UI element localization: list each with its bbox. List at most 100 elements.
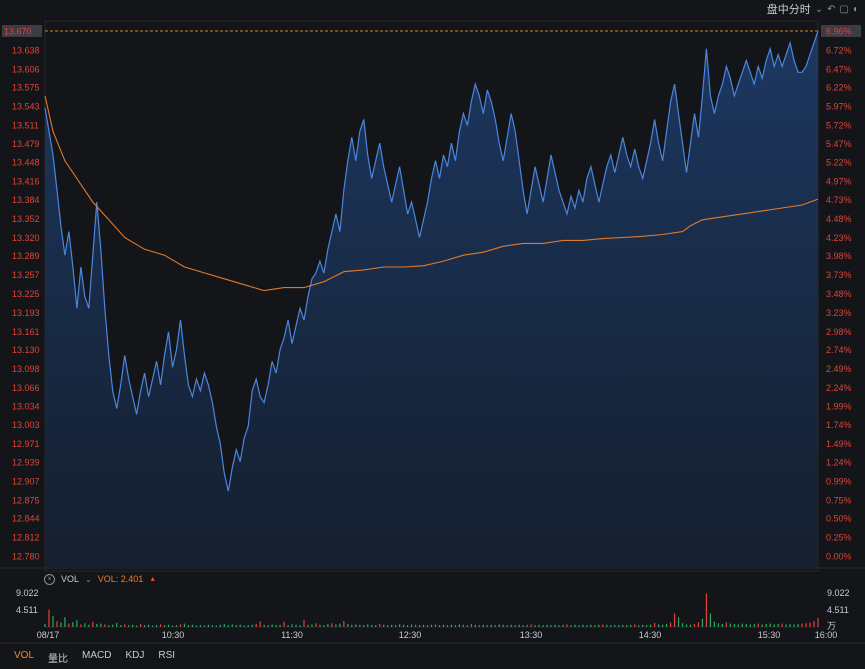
- volume-bar: [171, 625, 174, 627]
- volume-bar: [367, 624, 369, 627]
- tab-vol[interactable]: VOL: [14, 650, 35, 661]
- volume-bar: [410, 624, 413, 627]
- volume-bar: [554, 624, 556, 627]
- volume-bar: [395, 625, 397, 627]
- percent-tick-label: 5.22%: [826, 157, 852, 167]
- volume-bar: [64, 617, 66, 627]
- volume-bar: [466, 625, 468, 627]
- volume-bar: [132, 624, 134, 627]
- volume-bar: [271, 624, 273, 627]
- volume-bar: [669, 622, 672, 627]
- indicator-tabs: VOL 量比 MACD KDJ RSI: [14, 650, 189, 665]
- percent-tick-label: 3.23%: [826, 308, 852, 318]
- maximize-icon[interactable]: ▢: [839, 3, 849, 15]
- volume-bar: [681, 623, 684, 627]
- time-axis-label: 14:30: [639, 630, 662, 640]
- percent-tick-label: 1.24%: [826, 458, 852, 468]
- percent-tick-label: 1.99%: [826, 402, 852, 412]
- volume-bar: [506, 625, 508, 627]
- volume-bar: [737, 624, 739, 627]
- volume-bar: [741, 623, 743, 627]
- price-tick-label: 13.098: [12, 364, 40, 374]
- volume-bar: [44, 623, 46, 627]
- time-axis-label: 13:30: [520, 630, 543, 640]
- volume-bar: [319, 624, 321, 627]
- tab-kdj[interactable]: KDJ: [125, 650, 145, 661]
- settings-icon[interactable]: ◐: [852, 3, 859, 15]
- price-tick-label: 13.161: [12, 327, 40, 337]
- volume-tick-label: 4.511: [827, 605, 849, 615]
- volume-tick-label: 9.022: [16, 588, 39, 598]
- volume-bar: [96, 623, 98, 627]
- average-price-line: [44, 95, 819, 292]
- volume-indicator-name[interactable]: VOL: [61, 574, 80, 584]
- volume-bar: [781, 623, 783, 627]
- volume-bar: [777, 623, 779, 627]
- volume-bar: [546, 624, 548, 627]
- volume-bar: [745, 623, 747, 627]
- volume-unit: 万: [827, 621, 837, 631]
- volume-bar: [351, 624, 353, 627]
- volume-bar: [247, 625, 249, 627]
- price-tick-label: 13.066: [12, 383, 40, 393]
- volume-bar: [450, 624, 453, 627]
- time-axis-label: 11:30: [281, 630, 303, 640]
- volume-bar: [801, 623, 803, 627]
- volume-bar: [618, 625, 620, 627]
- volume-bar: [195, 625, 198, 627]
- percent-tick-label: 4.73%: [826, 195, 852, 205]
- time-axis-label: 16:00: [815, 630, 838, 640]
- volume-bar: [311, 624, 313, 627]
- volume-bar: [498, 624, 500, 627]
- price-tick-label: 13.448: [12, 157, 40, 167]
- close-icon[interactable]: ×: [44, 573, 55, 585]
- mode-label[interactable]: 盘中分时: [766, 4, 811, 16]
- volume-bar: [92, 621, 94, 627]
- volume-bar: [502, 624, 504, 627]
- volume-bar: [263, 624, 265, 627]
- volume-bar: [478, 625, 480, 627]
- tab-rsi[interactable]: RSI: [158, 650, 176, 661]
- tab-macd[interactable]: MACD: [82, 650, 112, 661]
- tab-volume-ratio[interactable]: 量比: [48, 654, 69, 665]
- undo-icon[interactable]: ↶: [827, 3, 836, 15]
- volume-bar: [729, 623, 731, 627]
- volume-bar: [255, 623, 257, 627]
- volume-bar: [793, 624, 795, 627]
- volume-bar: [470, 623, 472, 627]
- volume-bar: [689, 624, 692, 627]
- volume-bar: [363, 625, 365, 627]
- volume-bar: [80, 624, 82, 627]
- volume-bar: [383, 624, 385, 627]
- volume-bar: [88, 624, 90, 627]
- volume-bar: [56, 621, 58, 627]
- volume-bar: [199, 625, 201, 627]
- volume-bar: [534, 625, 536, 627]
- percent-tick-label: 0.75%: [826, 495, 852, 505]
- chevron-down-icon[interactable]: ⌄: [814, 3, 824, 15]
- volume-bar: [108, 625, 110, 627]
- chevron-down-icon[interactable]: ⌄: [85, 574, 92, 584]
- volume-bar: [187, 625, 190, 627]
- volume-bar: [267, 625, 269, 627]
- price-tick-label: 12.780: [12, 552, 40, 562]
- volume-bar: [116, 622, 118, 627]
- volume-bar: [761, 624, 763, 627]
- volume-bar: [526, 624, 528, 627]
- volume-bar: [693, 623, 696, 627]
- price-tick-label: 13.384: [12, 195, 40, 205]
- volume-bar: [677, 617, 680, 627]
- volume-bar: [817, 617, 819, 627]
- price-tick-label: 13.352: [12, 214, 40, 224]
- volume-bar: [144, 625, 146, 627]
- volume-bar: [454, 625, 457, 627]
- volume-bar: [375, 625, 377, 627]
- volume-bar: [387, 625, 389, 627]
- volume-bar: [446, 625, 449, 627]
- percent-tick-label: 2.24%: [826, 383, 852, 393]
- volume-bar: [84, 623, 86, 627]
- volume-bar: [789, 623, 791, 627]
- volume-bar: [167, 624, 170, 627]
- chart-mode-selector[interactable]: 盘中分时 ⌄ ↶ ▢ ◐: [766, 2, 859, 17]
